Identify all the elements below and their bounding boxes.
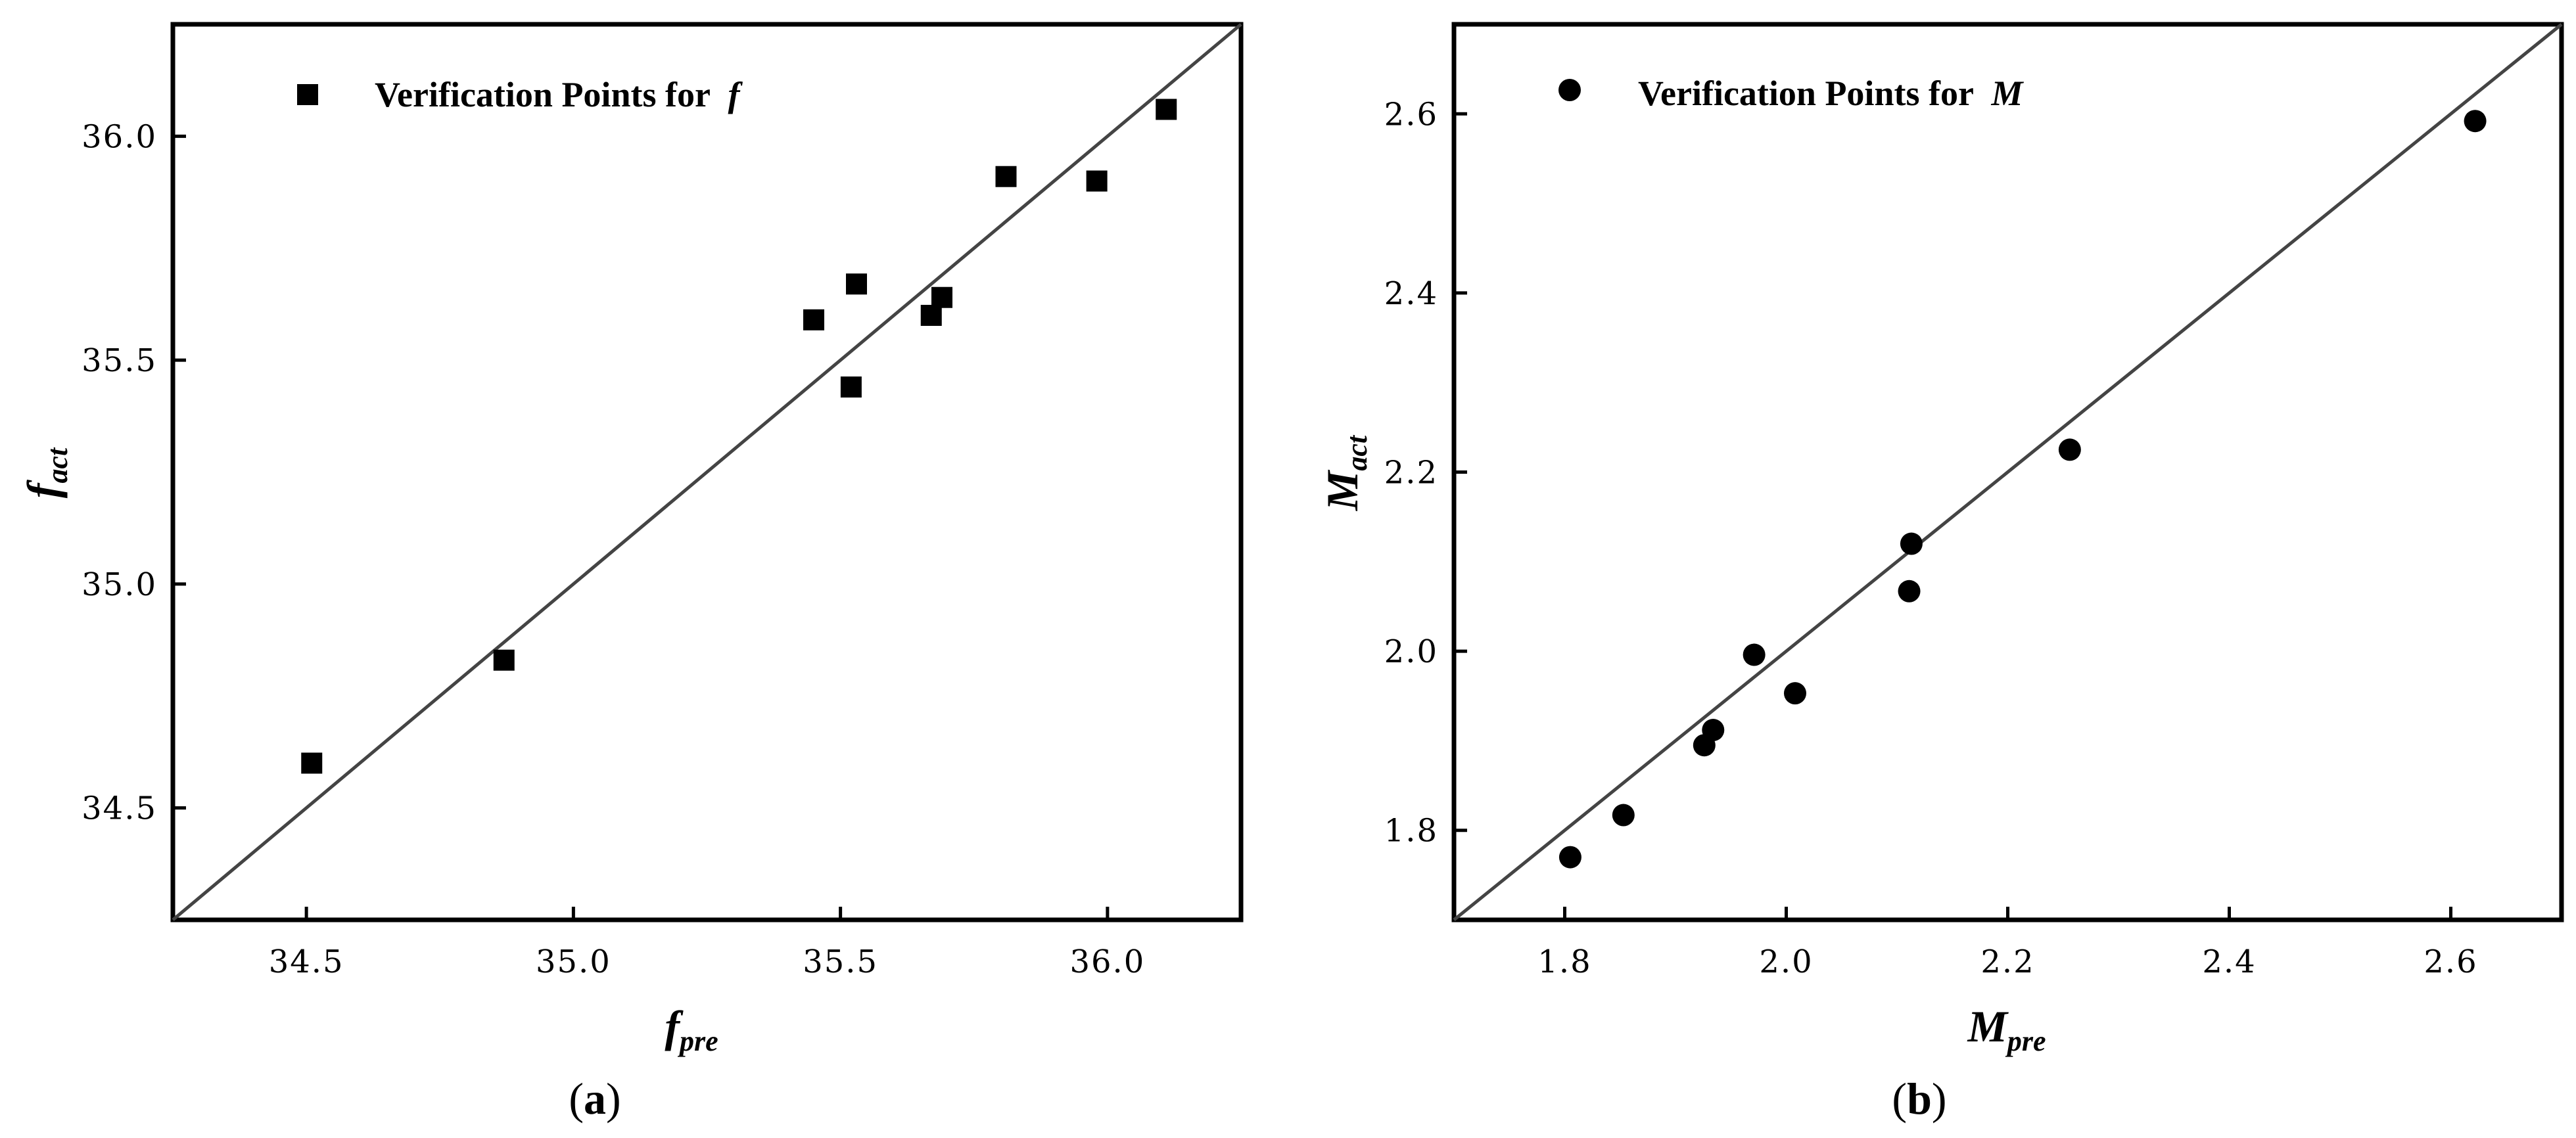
- data-point-circle: [1612, 804, 1635, 827]
- data-point-square: [803, 309, 824, 330]
- y-axis-label-b: Mact: [1317, 434, 1373, 511]
- panel-label-a: (a): [569, 1074, 621, 1124]
- x-axis-label-a: fpre: [665, 1001, 718, 1057]
- x-axis-label-sub-a: pre: [677, 1025, 718, 1057]
- y-axis-label-sub-a: act: [41, 447, 74, 484]
- points-a: [301, 99, 1177, 774]
- data-point-square: [493, 649, 515, 671]
- y-tick-label: 35.0: [82, 566, 157, 603]
- reference-line-b: [1453, 23, 2563, 921]
- x-tick-label: 1.8: [1537, 944, 1591, 980]
- data-point-square: [920, 304, 942, 326]
- data-point-circle: [1900, 532, 1923, 555]
- data-point-square: [840, 376, 862, 398]
- reference-line-a: [172, 23, 1242, 921]
- x-tick-label: 34.5: [269, 944, 344, 980]
- data-point-square: [931, 286, 952, 308]
- data-point-circle: [2058, 438, 2081, 461]
- y-tick-label: 2.2: [1384, 455, 1438, 491]
- legend-symbol-a: f: [728, 75, 743, 114]
- panel-letter-a: a: [584, 1074, 606, 1124]
- y-ticks-b: 1.8 2.0 2.2 2.4 2.6: [1384, 96, 1467, 850]
- x-tick-label: 2.6: [2424, 944, 2477, 980]
- data-point-circle: [1743, 643, 1766, 666]
- data-point-circle: [1702, 719, 1725, 742]
- legend-label-b: Verification Points for M: [1638, 74, 2024, 113]
- x-axis-label-main-b: M: [1967, 1001, 2009, 1051]
- y-ticks-a: 34.5 35.0 35.5 36.0: [82, 118, 186, 827]
- x-tick-label: 35.0: [536, 944, 611, 980]
- data-point-square: [1156, 99, 1177, 120]
- x-ticks-b: 1.8 2.0 2.2 2.4 2.6: [1537, 907, 2477, 980]
- plot-frame-a: [170, 22, 1244, 922]
- legend-marker-square: [297, 84, 318, 105]
- legend-b: Verification Points for M: [1558, 74, 2024, 113]
- data-point-square: [301, 752, 323, 774]
- x-tick-label: 36.0: [1069, 944, 1145, 980]
- y-tick-label: 2.4: [1384, 275, 1438, 312]
- data-point-square: [846, 273, 867, 295]
- legend-symbol-b: M: [1990, 74, 2024, 113]
- panel-a: 34.5 35.0 35.5 36.0 34.5 35.0 35.5 36.0 Verifi…: [18, 22, 1244, 1124]
- x-axis-label-b: Mpre: [1967, 1001, 2046, 1057]
- data-point-circle: [1898, 580, 1921, 603]
- x-tick-label: 2.2: [1980, 944, 2034, 980]
- y-tick-label: 1.8: [1384, 813, 1438, 850]
- points-b: [1558, 110, 2487, 869]
- panel-label-b: (b): [1892, 1074, 1946, 1124]
- legend-marker-circle: [1558, 79, 1581, 101]
- data-point-square: [995, 166, 1017, 187]
- y-tick-label: 36.0: [82, 118, 157, 155]
- legend-a: Verification Points for f: [297, 75, 743, 114]
- x-ticks-a: 34.5 35.0 35.5 36.0: [269, 907, 1145, 980]
- y-axis-label-sub-b: act: [1341, 434, 1373, 471]
- y-axis-label-a: fact: [18, 447, 74, 498]
- y-tick-label: 2.6: [1384, 96, 1438, 133]
- legend-text-b: Verification Points for: [1638, 74, 1982, 113]
- data-point-circle: [1558, 846, 1581, 869]
- data-point-circle: [2464, 110, 2487, 133]
- data-point-circle: [1783, 682, 1806, 705]
- panel-b: 1.8 2.0 2.2 2.4 2.6 1.8 2.0 2.2 2.4 2.6 Verifica…: [1317, 22, 2564, 1124]
- data-point-square: [1086, 170, 1108, 192]
- panel-letter-b: b: [1907, 1074, 1932, 1124]
- legend-text-a: Verification Points for: [375, 75, 718, 114]
- x-tick-label: 2.4: [2202, 944, 2256, 980]
- y-tick-label: 34.5: [82, 790, 157, 827]
- x-tick-label: 35.5: [803, 944, 878, 980]
- y-tick-label: 35.5: [82, 342, 157, 379]
- legend-label-a: Verification Points for f: [375, 75, 743, 114]
- x-tick-label: 2.0: [1759, 944, 1813, 980]
- y-tick-label: 2.0: [1384, 633, 1438, 670]
- x-axis-label-sub-b: pre: [2005, 1025, 2046, 1057]
- y-axis-label-main-b: M: [1317, 469, 1367, 511]
